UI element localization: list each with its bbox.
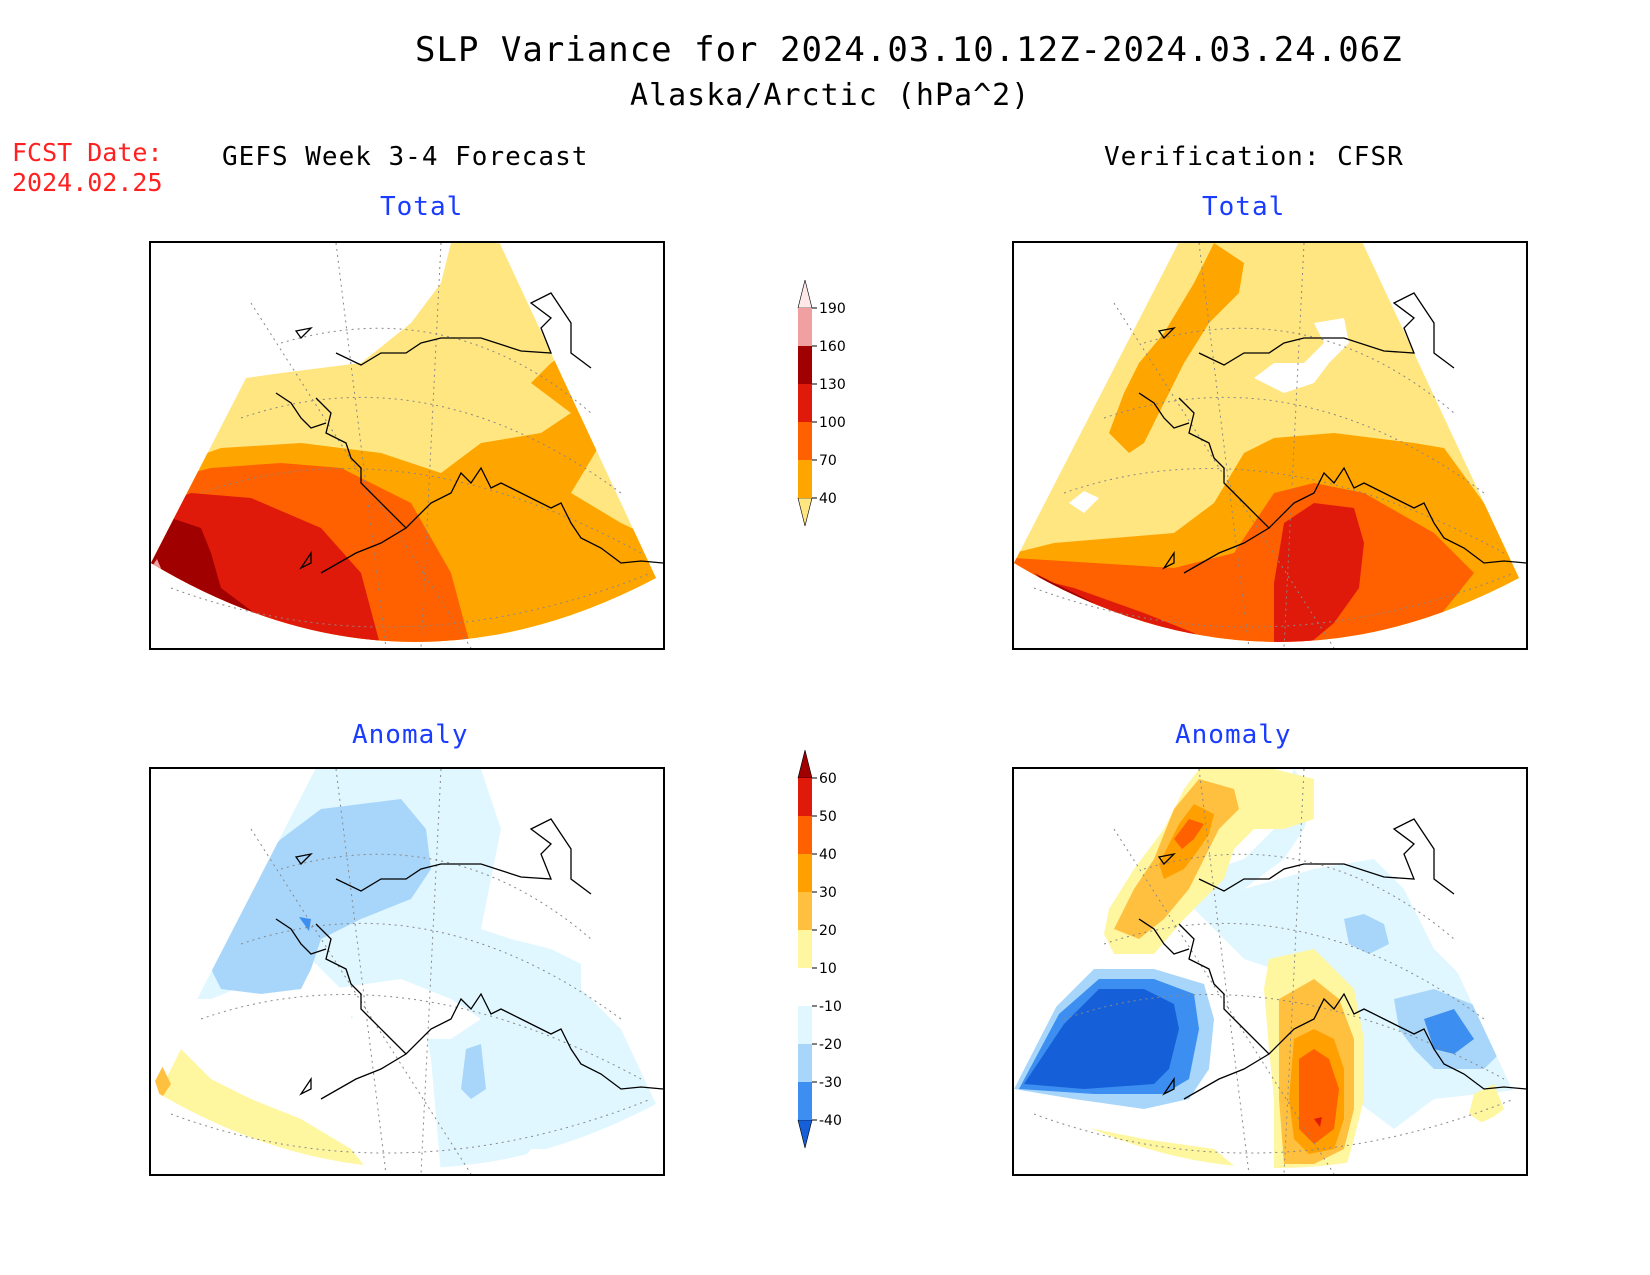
map-panel-verification-anomaly — [1012, 767, 1528, 1176]
colorbar-total-tick-label: 40 — [819, 491, 837, 507]
colorbar-total-cap-bottom — [797, 497, 813, 527]
panel-label-forecast-total: Total — [380, 192, 464, 222]
colorbar-anomaly-tick-label: 50 — [819, 809, 837, 825]
colorbar-total-segment — [798, 422, 812, 460]
colorbar-total-tick-label: 190 — [819, 301, 846, 317]
colorbar-total-segment — [798, 460, 812, 498]
colorbar-total: 4070100130160190220 — [797, 280, 846, 527]
colorbar-total-tick-label: 70 — [819, 453, 837, 469]
colorbar-anomaly-segment — [798, 778, 812, 816]
map-subtitle: Alaska/Arctic (hPa^2) — [630, 78, 1031, 113]
panel-label-verification-anomaly: Anomaly — [1175, 720, 1292, 750]
colorbar-anomaly-segment — [798, 968, 812, 1006]
forecast-column-heading: GEFS Week 3-4 Forecast — [222, 142, 589, 172]
panel-label-verification-total: Total — [1202, 192, 1286, 222]
map-title: SLP Variance for 2024.03.10.12Z-2024.03.… — [415, 30, 1403, 70]
colorbar-total-segment — [798, 384, 812, 422]
panel-label-forecast-anomaly: Anomaly — [352, 720, 469, 750]
colorbar-anomaly-segment — [798, 892, 812, 930]
colorbar-total-cap-top — [797, 280, 813, 309]
colorbar-total-segment — [798, 308, 812, 346]
map-panel-verification-total — [1012, 241, 1528, 650]
colorbar-anomaly-cap-top — [797, 750, 813, 779]
colorbar-anomaly-segment — [798, 816, 812, 854]
colorbar-anomaly-tick-label: 20 — [819, 923, 837, 939]
colorbar-anomaly-segment — [798, 1006, 812, 1044]
colorbar-anomaly-tick-label: 60 — [819, 771, 837, 787]
verification-column-heading: Verification: CFSR — [1104, 142, 1404, 172]
colorbar-anomaly-segment — [798, 854, 812, 892]
colorbar-anomaly-cap-bottom — [797, 1119, 813, 1149]
map-panel-forecast-total — [149, 241, 665, 650]
colorbar-total-tick-label: 130 — [819, 377, 846, 393]
fcst-date-value: 2024.02.25 — [12, 168, 163, 197]
colorbar-total-tick-label: 100 — [819, 415, 846, 431]
colorbar-total-segment — [798, 346, 812, 384]
fcst-date-label: FCST Date: — [12, 138, 163, 167]
colorbar-anomaly-segment — [798, 930, 812, 968]
colorbar-anomaly: -40 -30 -20 -10 10 20 30 40 50 60 — [797, 750, 842, 1149]
colorbar-anomaly-tick-label: 10 — [819, 961, 837, 977]
colorbar-anomaly-tick-label: -30 — [819, 1075, 842, 1091]
colorbar-anomaly-tick-label: 30 — [819, 885, 837, 901]
map-panel-forecast-anomaly — [149, 767, 665, 1176]
colorbar-anomaly-segment — [798, 1082, 812, 1120]
colorbar-anomaly-tick-label: 40 — [819, 847, 837, 863]
colorbar-anomaly-tick-label: -20 — [819, 1037, 842, 1053]
colorbar-total-tick-label: 160 — [819, 339, 846, 355]
colorbar-anomaly-tick-label: -10 — [819, 999, 842, 1015]
colorbar-anomaly-tick-label: -40 — [819, 1113, 842, 1129]
colorbar-anomaly-segment — [798, 1044, 812, 1082]
